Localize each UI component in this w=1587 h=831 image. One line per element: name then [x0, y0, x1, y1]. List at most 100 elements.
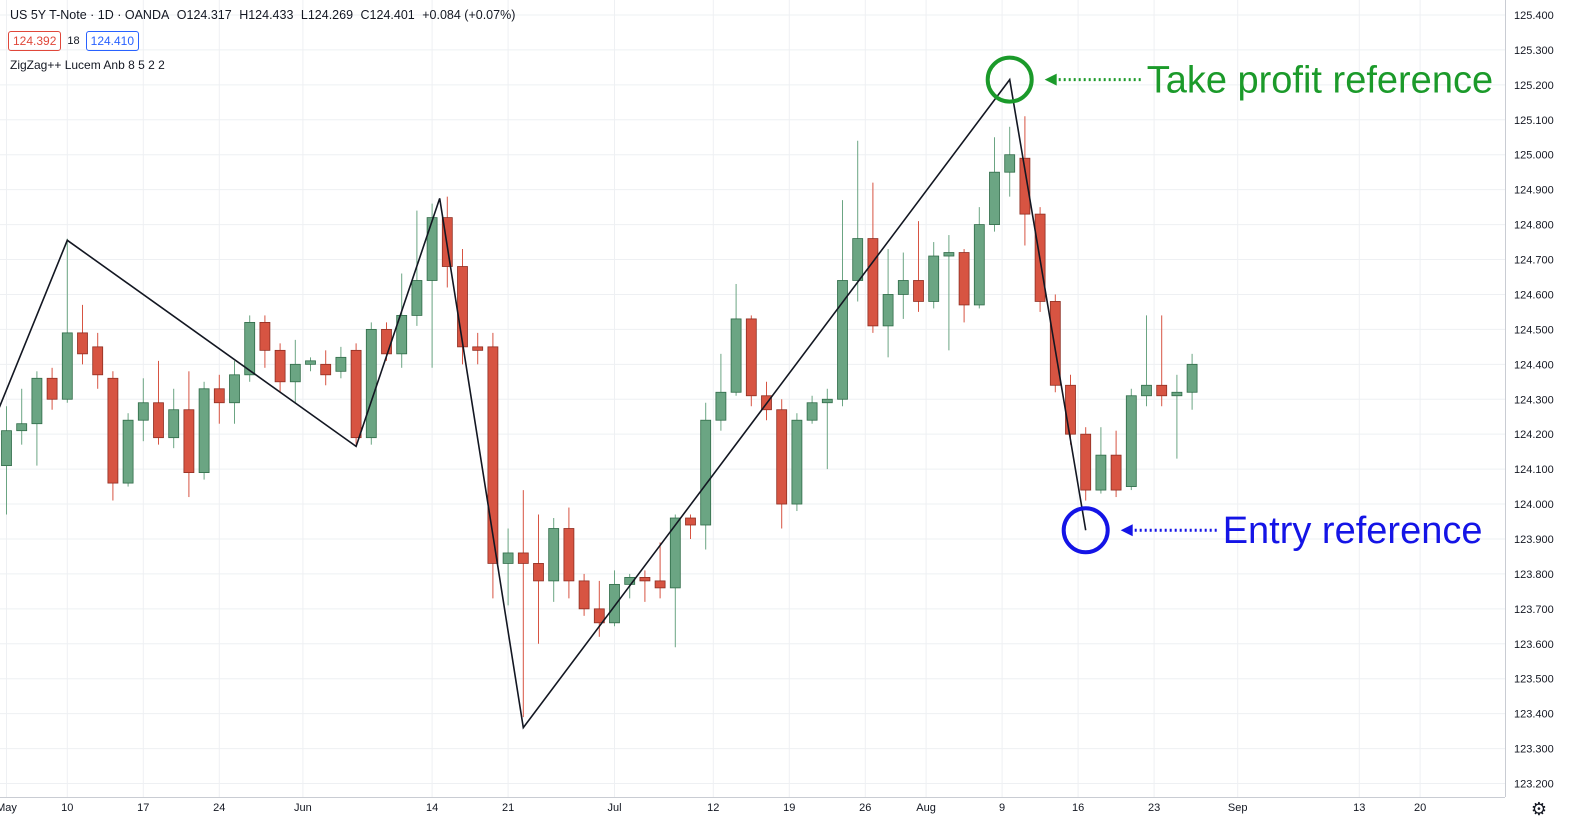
candle-body[interactable] — [700, 419, 712, 526]
ask-badge[interactable]: 124.410 — [85, 31, 140, 51]
candle-body[interactable] — [1141, 384, 1152, 397]
candle-body[interactable] — [61, 332, 73, 400]
candle-body[interactable] — [1080, 433, 1092, 491]
open-value: O124.317 — [176, 8, 232, 22]
y-tick-label: 124.100 — [1514, 464, 1554, 476]
candle-body[interactable] — [913, 280, 924, 302]
x-tick-label: Jul — [607, 802, 621, 814]
candle-body[interactable] — [533, 563, 544, 582]
candle-body[interactable] — [183, 409, 195, 474]
candle-body[interactable] — [1, 430, 12, 467]
candle-body[interactable] — [335, 356, 347, 372]
candle-body[interactable] — [259, 321, 271, 351]
candle-body[interactable] — [821, 398, 833, 404]
candle-body[interactable] — [1156, 384, 1168, 397]
x-tick-label: 14 — [426, 802, 438, 814]
gear-icon[interactable]: ⚙ — [1530, 799, 1548, 819]
bid-badge[interactable]: 124.392 — [8, 31, 62, 51]
candle-body[interactable] — [213, 388, 225, 404]
indicator-legend[interactable]: ZigZag++ Lucem Anb 8 5 2 2 — [10, 58, 165, 72]
candle-body[interactable] — [168, 409, 180, 439]
candle-body[interactable] — [837, 280, 848, 400]
x-tick-label: 26 — [859, 802, 871, 814]
candle-body[interactable] — [730, 318, 742, 393]
candle-body[interactable] — [882, 294, 894, 327]
candle-body[interactable] — [639, 577, 651, 582]
candle-body[interactable] — [1004, 154, 1016, 173]
y-tick-label: 125.000 — [1514, 150, 1554, 162]
candle-body[interactable] — [669, 517, 681, 589]
candle-body[interactable] — [31, 377, 43, 425]
candle-body[interactable] — [426, 217, 438, 281]
candle-body[interactable] — [806, 402, 818, 421]
x-tick-label: 17 — [137, 802, 149, 814]
candle-body[interactable] — [867, 238, 879, 327]
candle-body[interactable] — [685, 517, 696, 526]
candle-body[interactable] — [411, 280, 423, 316]
candle-body[interactable] — [578, 580, 590, 610]
candle-body[interactable] — [153, 402, 164, 439]
candle-body[interactable] — [593, 608, 605, 624]
x-tick-label: Jun — [294, 802, 312, 814]
x-tick-label: 24 — [213, 802, 225, 814]
candle-body[interactable] — [776, 409, 788, 505]
candle-body[interactable] — [457, 266, 468, 348]
candle-body[interactable] — [92, 346, 104, 376]
candle-body[interactable] — [1125, 395, 1137, 487]
candle-body[interactable] — [77, 332, 88, 355]
candle-body[interactable] — [122, 419, 134, 484]
candle-body[interactable] — [1049, 301, 1061, 386]
x-tick-label: 21 — [502, 802, 514, 814]
candle-body[interactable] — [198, 388, 210, 474]
y-tick-label: 123.500 — [1514, 674, 1554, 686]
candle-body[interactable] — [350, 349, 362, 439]
candle-body[interactable] — [943, 252, 955, 257]
candle-body[interactable] — [137, 402, 149, 421]
candle-body[interactable] — [365, 328, 377, 439]
candle-body[interactable] — [472, 346, 484, 351]
symbol-title[interactable]: US 5Y T-Note · 1D · OANDA — [10, 8, 170, 22]
candle-body[interactable] — [320, 363, 332, 376]
candle-body[interactable] — [928, 255, 940, 302]
candle-body[interactable] — [745, 318, 757, 397]
candle-body[interactable] — [396, 315, 408, 355]
candle-body[interactable] — [274, 349, 286, 383]
candle-body[interactable] — [305, 360, 316, 365]
plot-area[interactable] — [0, 0, 1505, 797]
candle-body[interactable] — [381, 328, 392, 355]
candle-body[interactable] — [563, 528, 575, 582]
candle-body[interactable] — [989, 171, 1000, 225]
y-tick-label: 124.800 — [1514, 220, 1554, 232]
y-tick-label: 124.700 — [1514, 255, 1554, 267]
candle-body[interactable] — [958, 252, 970, 306]
low-value: L124.269 — [300, 8, 354, 22]
candle-body[interactable] — [624, 577, 636, 585]
y-tick-label: 124.600 — [1514, 289, 1554, 301]
x-tick-label: 9 — [999, 802, 1005, 814]
candle-body[interactable] — [609, 583, 620, 624]
candle-body[interactable] — [791, 419, 803, 505]
candle-body[interactable] — [16, 423, 28, 432]
candle-body[interactable] — [548, 528, 560, 582]
candle-body[interactable] — [107, 377, 119, 484]
candle-body[interactable] — [289, 363, 301, 383]
candle-body[interactable] — [852, 238, 864, 281]
candle-body[interactable] — [654, 580, 666, 589]
candle-body[interactable] — [1065, 384, 1076, 435]
candle-body[interactable] — [229, 374, 240, 404]
candle-body[interactable] — [517, 552, 529, 564]
candle-body[interactable] — [502, 552, 514, 564]
candle-body[interactable] — [487, 346, 499, 564]
candle-body[interactable] — [897, 280, 909, 295]
candle-body[interactable] — [973, 224, 985, 306]
x-tick-label: 16 — [1072, 802, 1084, 814]
candle-body[interactable] — [244, 321, 256, 376]
candle-body[interactable] — [1171, 391, 1183, 397]
candle-body[interactable] — [1095, 454, 1107, 491]
candle-body[interactable] — [46, 377, 58, 400]
candle-body[interactable] — [715, 391, 727, 421]
candle-body[interactable] — [1186, 363, 1198, 393]
candle-body[interactable] — [1110, 454, 1122, 491]
candle-body[interactable] — [1019, 157, 1031, 215]
